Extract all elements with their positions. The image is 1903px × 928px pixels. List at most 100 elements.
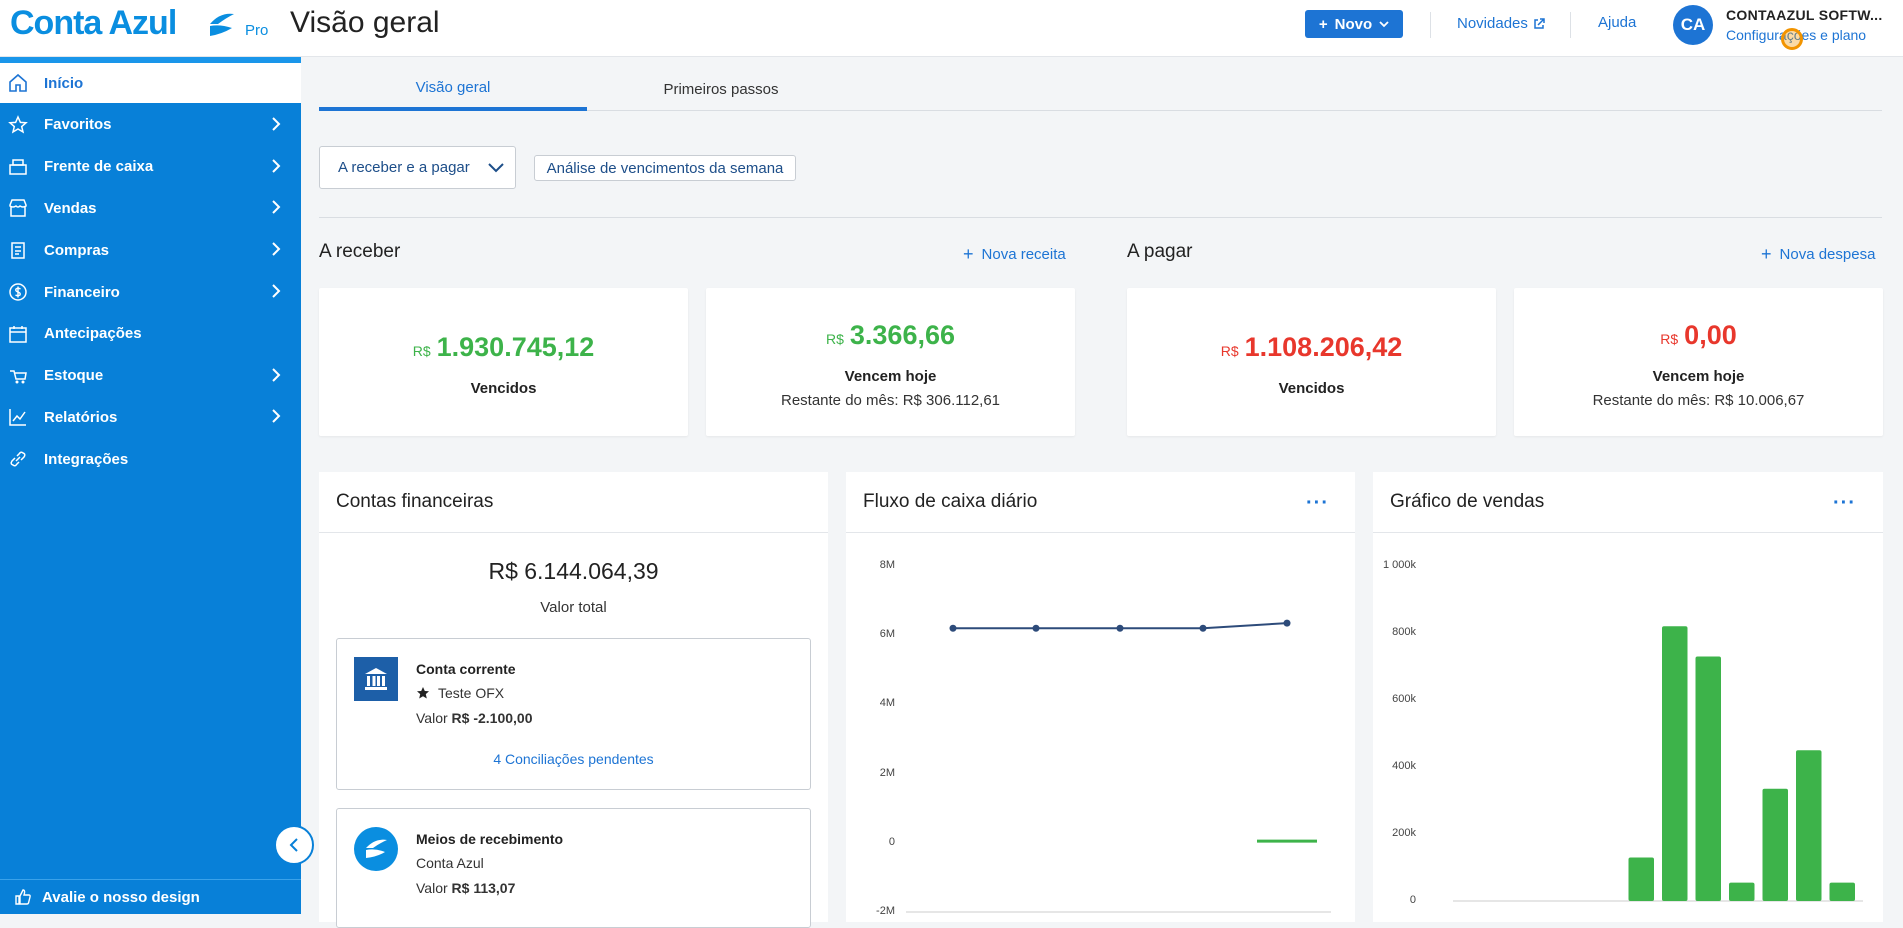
card-label: Vencidos <box>470 380 537 397</box>
accounts-total-label: Valor total <box>540 599 607 616</box>
box-icon <box>8 366 28 386</box>
sidebar-item-label: Início <box>44 74 84 92</box>
new-button[interactable]: + Novo <box>1305 10 1403 38</box>
y-tick-label: 1 000k <box>1382 559 1416 571</box>
sidebar-item-8[interactable]: Relatórios <box>0 397 301 437</box>
month-remaining: Restante do mês: R$ 10.006,67 <box>1592 392 1805 409</box>
data-point <box>1283 619 1291 627</box>
chevron-down-icon <box>1379 21 1389 28</box>
bar <box>1695 656 1721 901</box>
logo[interactable]: Conta Azul <box>10 4 177 42</box>
account-card-payment-methods[interactable]: Meios de recebimento Conta Azul Valor R$… <box>336 808 811 928</box>
divider <box>1570 12 1571 38</box>
sidebar-item-0[interactable]: Início <box>0 63 301 103</box>
sidebar-item-label: Antecipações <box>44 325 142 343</box>
account-value-row: Valor R$ 113,07 <box>416 880 515 896</box>
y-tick-label: 800k <box>1392 626 1416 638</box>
sidebar-item-label: Vendas <box>44 199 97 217</box>
pending-reconciliations-link[interactable]: 4 Conciliações pendentes <box>493 751 654 767</box>
star-icon <box>8 114 28 135</box>
sidebar-item-4[interactable]: Compras <box>0 230 301 270</box>
sidebar-item-label: Estoque <box>44 367 104 385</box>
card-label: Vencem hoje <box>1652 368 1745 385</box>
y-tick-label: 4M <box>879 697 895 710</box>
star-icon <box>417 687 429 699</box>
month-remaining: Restante do mês: R$ 306.112,61 <box>780 392 1001 409</box>
chevron-right-icon <box>271 158 281 178</box>
weekly-due-analysis-chip[interactable]: Análise de vencimentos da semana <box>534 155 796 181</box>
cashflow-chart <box>906 619 1331 913</box>
new-expense-label: Nova despesa <box>1779 246 1876 263</box>
collapse-sidebar-button[interactable] <box>274 825 314 865</box>
sidebar-item-3[interactable]: Vendas <box>0 188 301 228</box>
new-expense-link[interactable]: + Nova despesa <box>1761 244 1875 265</box>
bar <box>1796 750 1822 901</box>
register-icon <box>8 157 28 177</box>
currency: R$ <box>1660 331 1679 347</box>
account-value-row: Valor R$ -2.100,00 <box>416 710 533 726</box>
conta-azul-icon <box>354 827 398 871</box>
avatar[interactable]: CA <box>1673 5 1713 45</box>
sidebar-item-1[interactable]: Favoritos <box>0 105 301 145</box>
y-tick-label: 200k <box>1392 827 1416 839</box>
sidebar: Início Favoritos Frente de caixa Vendas Comp… <box>0 57 301 914</box>
receivable-overdue-card[interactable]: R$ 1.930.745,12 Vencidos <box>319 288 688 436</box>
link-icon <box>8 449 28 469</box>
value-label: Valor <box>416 880 448 896</box>
card-label: Vencem hoje <box>844 368 937 385</box>
bar <box>1729 882 1755 901</box>
receivable-payable-select[interactable]: A receber e a pagar <box>319 146 516 189</box>
y-tick-label: 600k <box>1392 693 1416 705</box>
sidebar-item-6[interactable]: Antecipações <box>0 314 301 354</box>
chevron-right-icon <box>271 367 281 387</box>
chevron-right-icon <box>271 241 281 261</box>
plan-badge: Pro <box>245 22 269 39</box>
divider <box>1430 12 1431 38</box>
financial-accounts-panel: Contas financeiras R$ 6.144.064,39 Valor… <box>319 472 828 928</box>
chart-icon <box>8 407 28 427</box>
account-bank: Teste OFX <box>438 685 505 701</box>
data-point <box>1199 624 1207 632</box>
y-tick-label: 8M <box>879 559 895 571</box>
tab-overview[interactable]: Visão geral <box>319 68 587 111</box>
sidebar-item-9[interactable]: Integrações <box>0 439 301 479</box>
tab-bar: Visão geral Primeiros passos <box>319 68 1882 111</box>
chevron-right-icon <box>271 116 281 136</box>
payable-today-amount: R$ 0,00 <box>1514 320 1883 351</box>
account-name: Meios de recebimento <box>416 831 564 847</box>
more-options-icon[interactable]: ··· <box>1306 492 1329 514</box>
payable-overdue-amount: R$ 1.108.206,42 <box>1127 332 1496 363</box>
company-name[interactable]: CONTAAZUL SOFTW... <box>1726 7 1883 23</box>
feedback-link[interactable]: Avalie o nosso design <box>0 879 301 914</box>
new-income-link[interactable]: + Nova receita <box>963 244 1066 265</box>
chevron-right-icon <box>271 199 281 219</box>
payable-overdue-card[interactable]: R$ 1.108.206,42 Vencidos <box>1127 288 1496 436</box>
sidebar-item-label: Frente de caixa <box>44 158 154 176</box>
data-point <box>1116 624 1124 632</box>
bar <box>1628 857 1654 901</box>
select-value: A receber e a pagar <box>338 159 470 176</box>
account-value: R$ 113,07 <box>451 880 516 896</box>
new-button-label: Novo <box>1334 15 1373 33</box>
more-options-icon[interactable]: ··· <box>1833 492 1856 514</box>
news-link[interactable]: Novidades <box>1457 15 1545 32</box>
tab-first-steps[interactable]: Primeiros passos <box>663 81 779 98</box>
sidebar-item-7[interactable]: Estoque <box>0 356 301 396</box>
divider <box>319 532 828 533</box>
sidebar-item-5[interactable]: Financeiro <box>0 272 301 312</box>
payable-today-card[interactable]: R$ 0,00 Vencem hoje Restante do mês: R$ 1… <box>1514 288 1883 436</box>
sidebar-item-2[interactable]: Frente de caixa <box>0 147 301 187</box>
account-card-checking[interactable]: Conta corrente Teste OFX Valor R$ -2.100… <box>336 638 811 790</box>
account-bank: Conta Azul <box>416 855 484 871</box>
bar <box>1662 626 1688 901</box>
panel-title: Fluxo de caixa diário <box>863 491 1038 512</box>
y-tick-label: 0 <box>888 835 895 848</box>
new-income-label: Nova receita <box>981 246 1066 263</box>
bar <box>1829 882 1855 901</box>
home-icon <box>8 73 28 93</box>
click-indicator <box>1781 28 1803 50</box>
receivable-today-card[interactable]: R$ 3.366,66 Vencem hoje Restante do mês: … <box>706 288 1075 436</box>
help-link[interactable]: Ajuda <box>1598 14 1637 31</box>
chevron-right-icon <box>271 408 281 428</box>
sales-chart-panel: Gráfico de vendas ··· 1 000k 800k 600k 400k… <box>1373 472 1883 922</box>
